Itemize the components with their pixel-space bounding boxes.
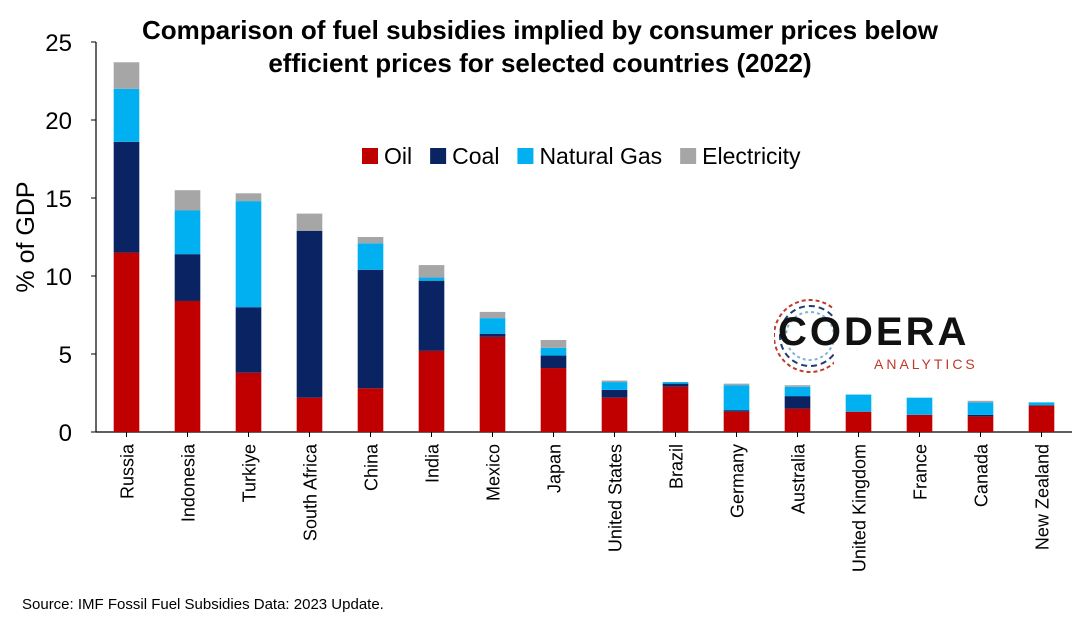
- source-note: Source: IMF Fossil Fuel Subsidies Data: …: [22, 596, 384, 613]
- x-tick-label: New Zealand: [1033, 444, 1053, 550]
- x-tick-label: United Kingdom: [850, 444, 870, 572]
- bar-segment: [296, 213, 323, 231]
- bar-segment: [967, 402, 994, 415]
- codera-logo: CODERA ANALYTICS: [774, 292, 988, 382]
- bar-segment: [174, 300, 201, 432]
- legend-swatch: [430, 148, 447, 164]
- logo-ring-icon: [774, 299, 834, 373]
- bar-segment: [1028, 402, 1055, 406]
- bar-segment: [174, 254, 201, 301]
- x-tick-label: Indonesia: [179, 443, 199, 522]
- bar-segment: [784, 386, 811, 397]
- bar-segment: [662, 382, 689, 384]
- bar-segment: [296, 397, 323, 432]
- bar-segment: [113, 88, 140, 142]
- chart-title: Comparison of fuel subsidies implied by …: [141, 15, 939, 78]
- legend-label: Natural Gas: [539, 143, 662, 169]
- bar-segment: [662, 383, 689, 387]
- x-tick-label: Canada: [972, 443, 992, 507]
- y-tick-label: 5: [59, 342, 72, 369]
- legend-label: Oil: [384, 143, 412, 169]
- legend-swatch: [517, 148, 534, 164]
- x-tick-label: United States: [606, 444, 626, 552]
- bar-segment: [418, 277, 445, 281]
- bar-segment: [479, 318, 506, 334]
- logo-wordmark: CODERA: [778, 310, 970, 354]
- bar-segment: [235, 307, 262, 373]
- bar-segment: [723, 410, 750, 412]
- bar-segment: [723, 385, 750, 411]
- bar-segment: [418, 280, 445, 351]
- bar-segment: [906, 397, 933, 415]
- legend: Oil Coal Natural Gas Electricity: [362, 143, 801, 169]
- legend-swatch: [362, 148, 378, 164]
- logo-subtitle: ANALYTICS: [874, 356, 978, 372]
- bar-segment: [418, 350, 445, 432]
- bar-segment: [601, 382, 628, 390]
- x-tick-label: Mexico: [484, 444, 504, 501]
- bar-segment: [662, 386, 689, 432]
- bar-segment: [357, 388, 384, 432]
- x-tick-label: Brazil: [667, 444, 687, 489]
- bar-segment: [113, 252, 140, 432]
- bar-segment: [479, 311, 506, 319]
- bar-segment: [540, 339, 567, 348]
- bar-segment: [601, 380, 628, 383]
- y-tick-label: 20: [45, 108, 72, 135]
- bar-segment: [967, 414, 994, 417]
- bar-segment: [1028, 405, 1055, 432]
- bar-segment: [357, 243, 384, 270]
- legend-label: Electricity: [702, 143, 801, 169]
- x-tick-label: Russia: [118, 443, 138, 499]
- bar-segment: [174, 210, 201, 255]
- bar-segment: [845, 411, 872, 432]
- bar-segment: [784, 385, 811, 387]
- bar-segment: [479, 333, 506, 337]
- x-tick-label: India: [423, 443, 443, 483]
- legend-label: Coal: [452, 143, 499, 169]
- legend-swatch: [680, 148, 697, 164]
- y-tick-label: 0: [59, 420, 72, 447]
- bar-segment: [235, 193, 262, 202]
- bar-segment: [540, 355, 567, 369]
- bar-segment: [967, 416, 994, 432]
- y-axis-title: % of GDP: [12, 181, 40, 292]
- x-tick-labels: Russia Indonesia Turkiye South Africa China I…: [118, 443, 1053, 572]
- bar-segment: [540, 368, 567, 432]
- y-tick-label: 10: [45, 264, 72, 291]
- bar-segment: [418, 265, 445, 278]
- bar-segment: [845, 394, 872, 412]
- bar-segment: [723, 411, 750, 432]
- bar-segment: [906, 414, 933, 432]
- bar-segment: [174, 190, 201, 211]
- bar-segment: [479, 336, 506, 432]
- bar-segment: [967, 400, 994, 403]
- bar-segment: [601, 397, 628, 432]
- x-tick-label: Australia: [789, 443, 809, 514]
- bar-segment: [723, 383, 750, 386]
- bar-segment: [357, 237, 384, 244]
- y-tick-label: 25: [45, 30, 72, 57]
- x-tick-label: Turkiye: [240, 444, 260, 502]
- y-tick-labels: 0 5 10 15 20 25: [45, 30, 72, 447]
- x-tick-label: South Africa: [301, 443, 321, 541]
- bar-segment: [601, 389, 628, 398]
- bar-segment: [113, 141, 140, 253]
- bar-segment: [113, 62, 140, 89]
- x-tick-label: China: [362, 443, 382, 491]
- bar-segment: [235, 372, 262, 432]
- y-tick-label: 15: [45, 186, 72, 213]
- bar-segment: [784, 396, 811, 409]
- bar-segment: [357, 269, 384, 389]
- x-tick-label: Germany: [728, 444, 748, 518]
- bar-segment: [296, 230, 323, 398]
- bars: [113, 62, 1055, 432]
- x-tick-label: Japan: [545, 444, 565, 493]
- x-tick-label: France: [911, 444, 931, 500]
- bar-segment: [540, 347, 567, 356]
- bar-segment: [235, 201, 262, 308]
- bar-segment: [784, 408, 811, 432]
